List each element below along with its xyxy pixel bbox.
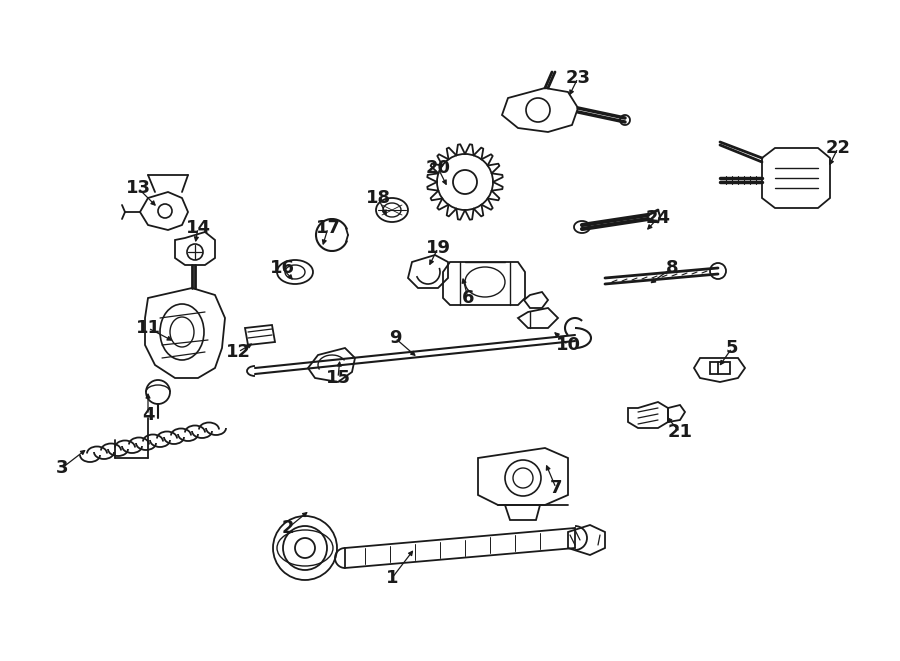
Text: 13: 13 xyxy=(125,179,150,197)
Text: 1: 1 xyxy=(386,569,398,587)
Text: 23: 23 xyxy=(565,69,590,87)
Text: 11: 11 xyxy=(136,319,160,337)
Text: 12: 12 xyxy=(226,343,250,361)
Text: 14: 14 xyxy=(185,219,211,237)
Text: 22: 22 xyxy=(825,139,850,157)
Text: 15: 15 xyxy=(326,369,350,387)
Text: 8: 8 xyxy=(666,259,679,277)
Text: 16: 16 xyxy=(269,259,294,277)
Text: 24: 24 xyxy=(645,209,670,227)
Polygon shape xyxy=(710,362,730,374)
Text: 17: 17 xyxy=(316,219,340,237)
Text: 20: 20 xyxy=(426,159,451,177)
Text: 3: 3 xyxy=(56,459,68,477)
Text: 18: 18 xyxy=(365,189,391,207)
Text: 6: 6 xyxy=(462,289,474,307)
Text: 2: 2 xyxy=(282,519,294,537)
Text: 7: 7 xyxy=(550,479,562,497)
Text: 10: 10 xyxy=(555,336,580,354)
Text: 4: 4 xyxy=(142,406,154,424)
Text: 9: 9 xyxy=(389,329,401,347)
Text: 21: 21 xyxy=(668,423,692,441)
Text: 19: 19 xyxy=(426,239,451,257)
Text: 5: 5 xyxy=(725,339,738,357)
